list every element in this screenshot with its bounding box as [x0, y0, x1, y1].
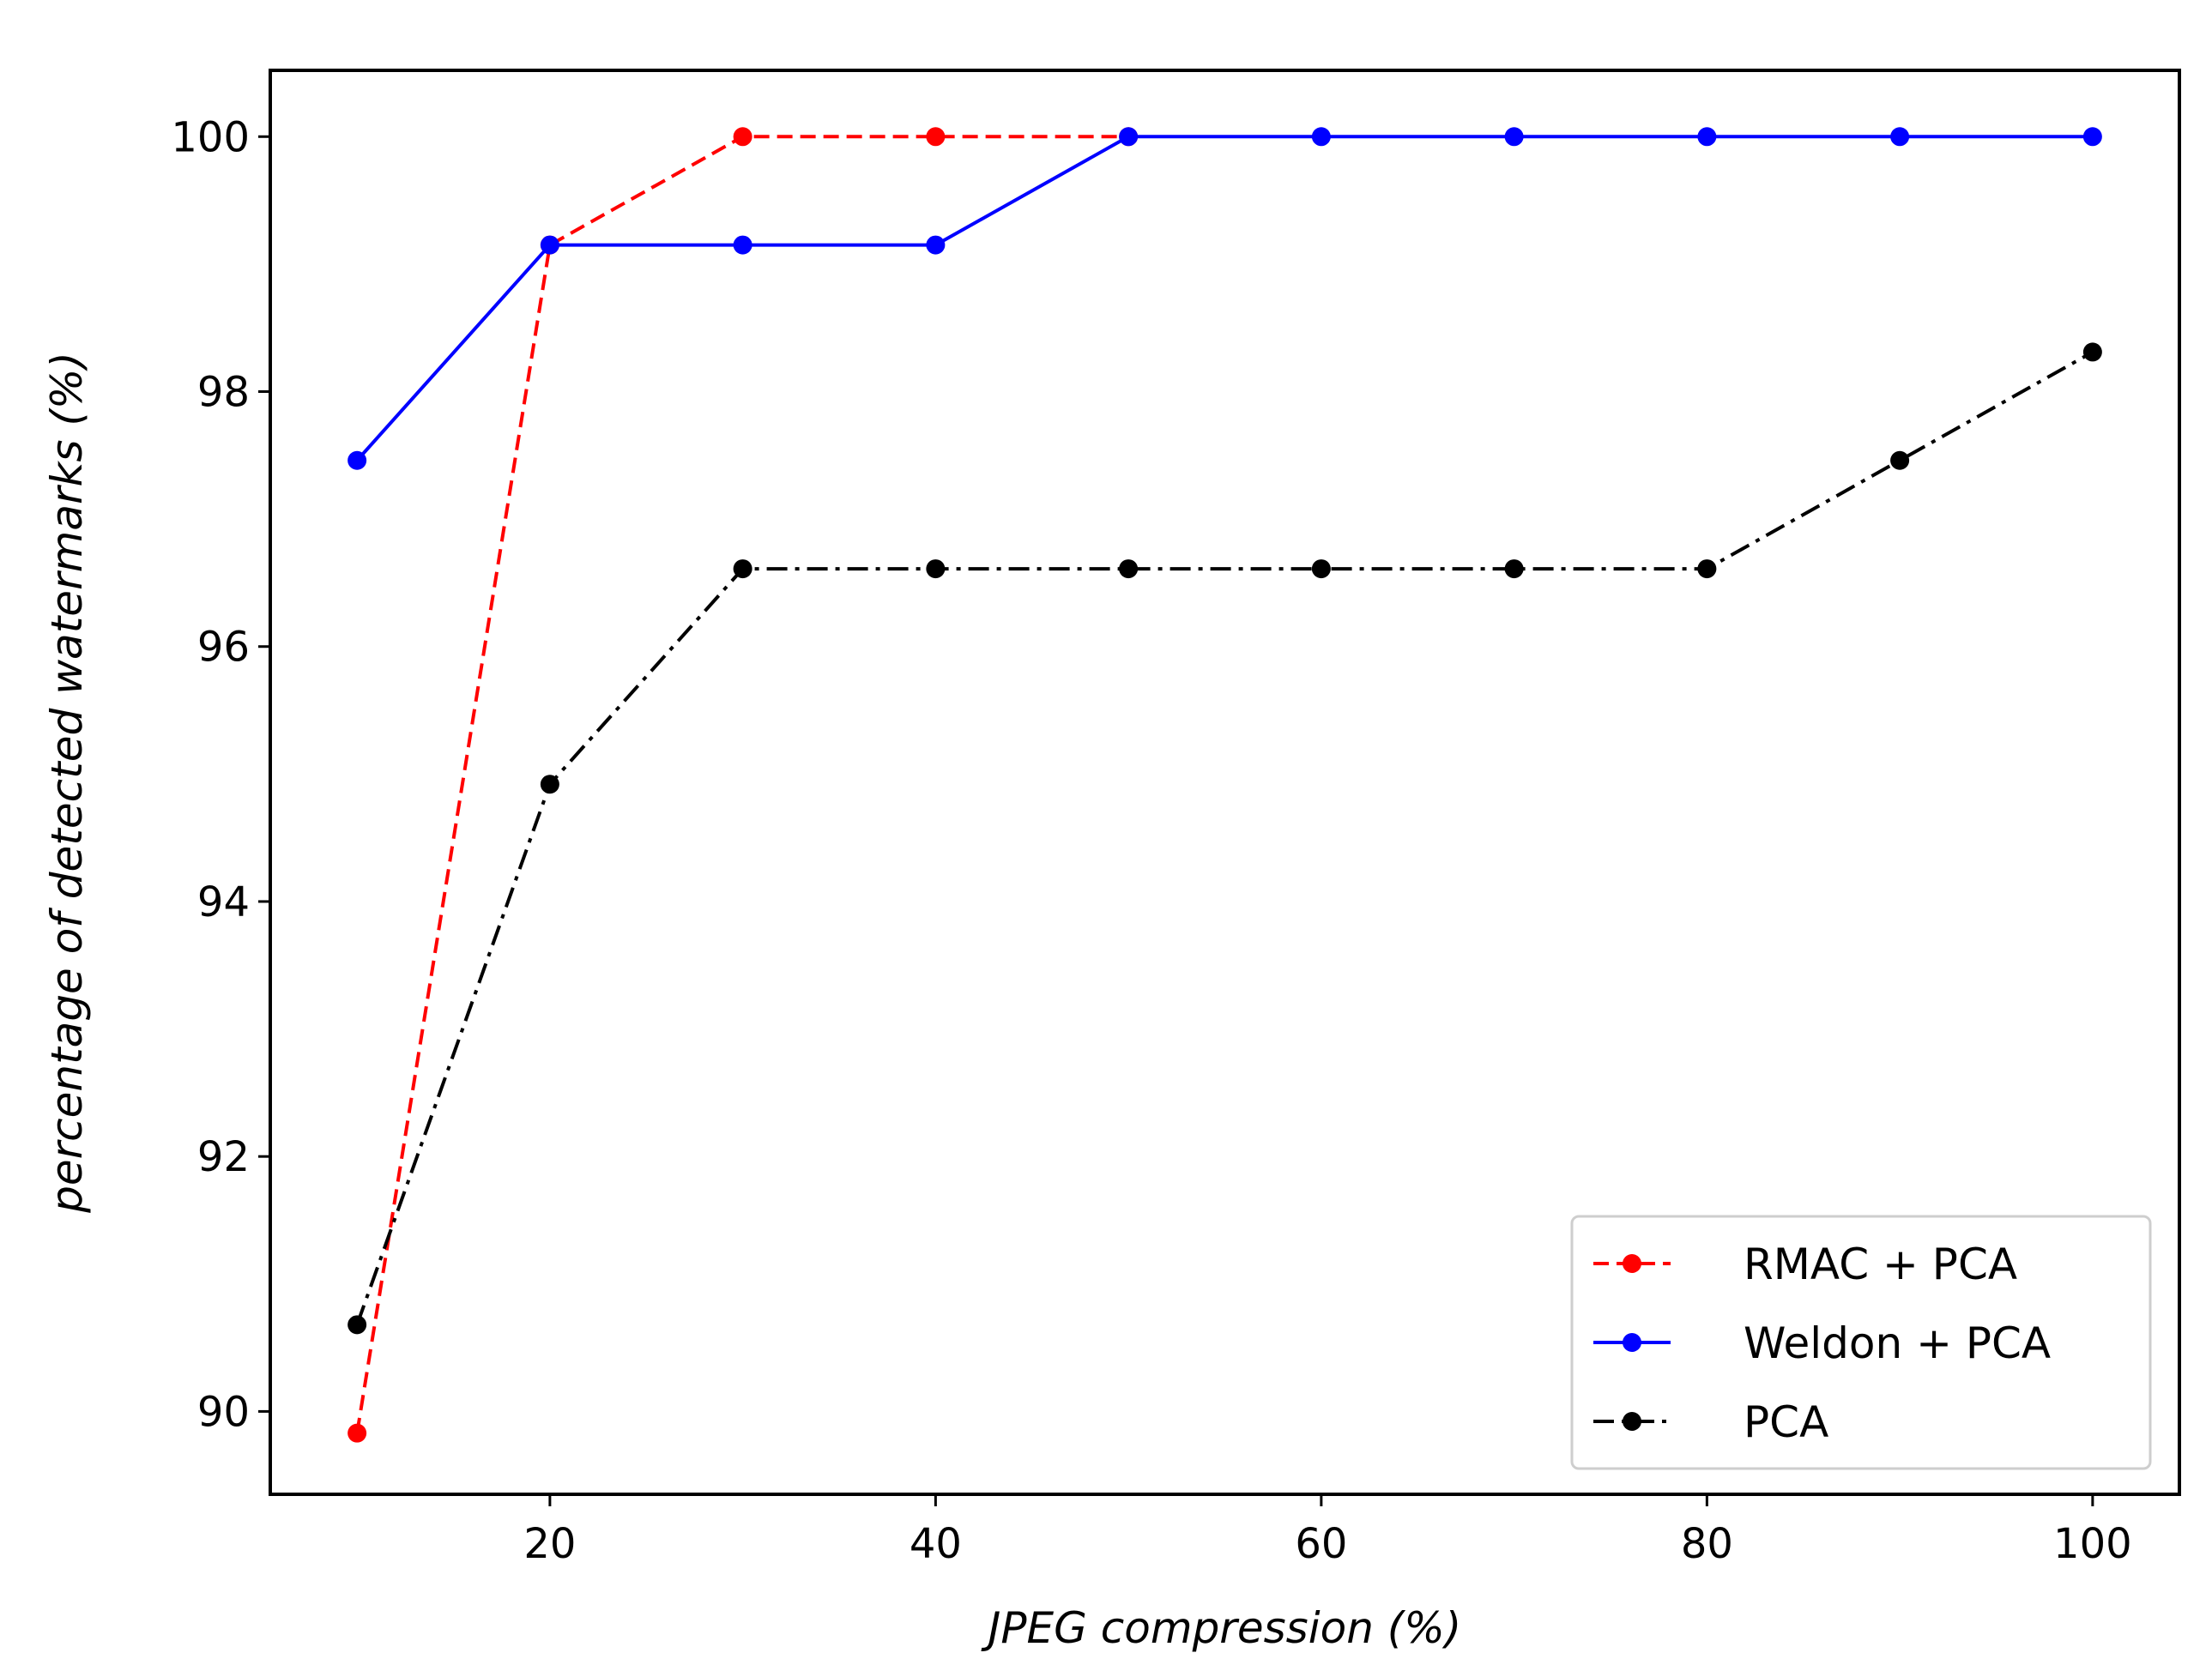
y-axis-title: percentage of detected watermarks (%)	[42, 352, 92, 1214]
data-point	[348, 450, 367, 470]
data-point	[2082, 342, 2102, 362]
data-point	[1119, 127, 1139, 147]
legend-marker	[1623, 1412, 1641, 1431]
x-tick-label: 100	[2053, 1520, 2132, 1568]
data-point	[1311, 127, 1331, 147]
legend-item: RMAC + PCA	[1593, 1240, 2017, 1289]
legend-marker	[1623, 1254, 1641, 1273]
data-point	[1119, 559, 1139, 579]
x-axis-title: JPEG compression (%)	[981, 1603, 1462, 1653]
legend-box	[1570, 1215, 2152, 1470]
legend-label: RMAC + PCA	[1744, 1240, 2017, 1289]
data-point	[1504, 127, 1524, 147]
data-point	[926, 127, 946, 147]
data-point	[348, 1315, 367, 1335]
legend-marker	[1623, 1333, 1641, 1352]
y-tick-label: 92	[197, 1133, 250, 1181]
data-point	[540, 775, 559, 794]
x-tick-label: 60	[1295, 1520, 1347, 1568]
data-point	[2082, 127, 2102, 147]
data-point	[1697, 127, 1717, 147]
data-point	[733, 235, 752, 255]
data-point	[1697, 559, 1717, 579]
data-point	[733, 127, 752, 147]
data-point	[926, 235, 946, 255]
data-point	[1890, 127, 1910, 147]
y-tick-label: 90	[197, 1388, 250, 1436]
x-tick-label: 20	[523, 1520, 576, 1568]
data-point	[733, 559, 752, 579]
data-point	[540, 235, 559, 255]
series-layer	[348, 127, 2102, 1443]
y-axis-ticks: 90 92 94 96 98 100	[171, 113, 270, 1436]
plot-frame	[269, 69, 2181, 1496]
series-line-pca	[355, 350, 2094, 1326]
legend-item: Weldon + PCA	[1593, 1318, 2051, 1368]
x-tick-label: 80	[1681, 1520, 1733, 1568]
y-tick-label: 94	[197, 878, 250, 926]
x-tick-label: 40	[910, 1520, 962, 1568]
data-point	[1890, 450, 1910, 470]
legend-label: PCA	[1744, 1397, 1828, 1447]
legend-label: Weldon + PCA	[1744, 1318, 2051, 1368]
data-point	[348, 1423, 367, 1443]
data-point	[926, 559, 946, 579]
data-point	[1311, 559, 1331, 579]
x-axis-ticks: 20 40 60 80 100	[523, 1494, 2132, 1568]
y-tick-label: 98	[197, 369, 250, 417]
y-tick-label: 100	[171, 113, 250, 161]
series-1	[348, 127, 2102, 470]
series-2	[348, 342, 2102, 1335]
legend: RMAC + PCA Weldon + PCA PCA	[1570, 1215, 2152, 1470]
legend-item: PCA	[1593, 1397, 1828, 1447]
y-tick-label: 96	[197, 624, 250, 672]
data-point	[1504, 559, 1524, 579]
series-line-weldon-pca	[355, 135, 2093, 462]
